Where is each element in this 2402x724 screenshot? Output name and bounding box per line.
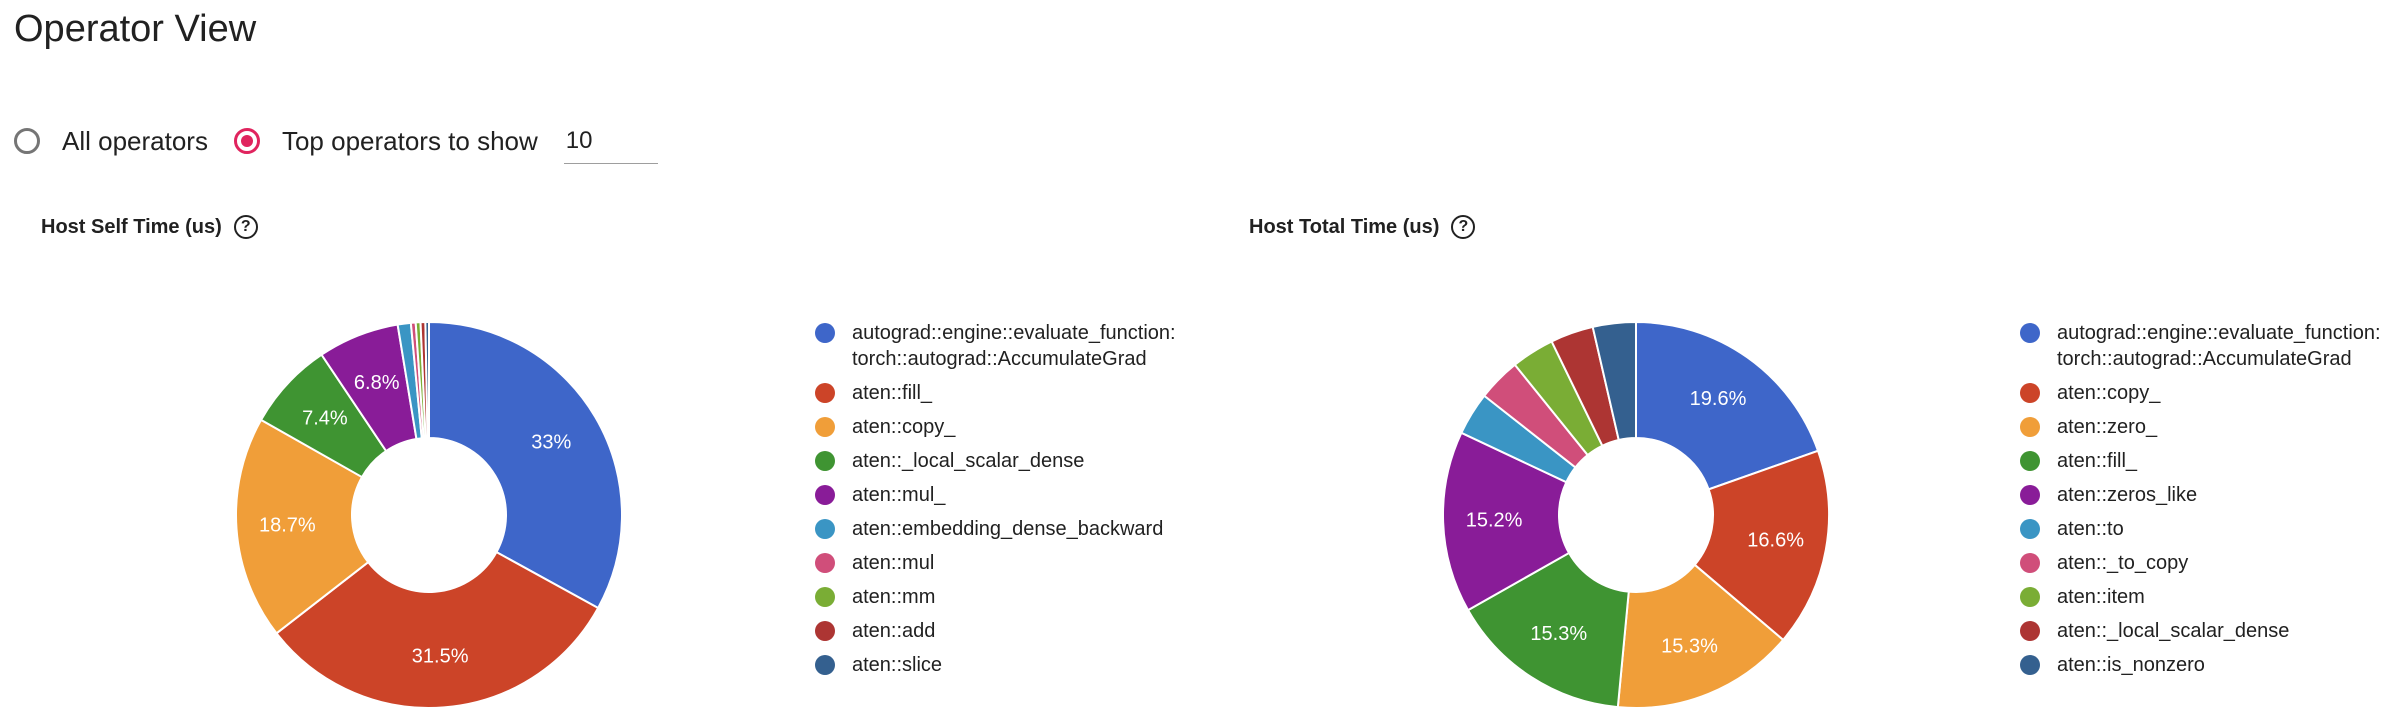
legend-color-dot (815, 451, 835, 471)
legend-label: aten::fill_ (2057, 450, 2138, 472)
legend-item[interactable]: aten::to (2020, 516, 2381, 542)
legend-color-dot (815, 323, 835, 343)
slice-percent-label: 16.6% (1747, 530, 1804, 552)
legend-color-dot (815, 485, 835, 505)
legend-item[interactable]: aten::embedding_dense_backward (815, 516, 1176, 542)
pie-slice-aten-zero[interactable] (1616, 563, 1785, 709)
legend-label: aten::item (2057, 586, 2145, 608)
legend-color-dot (815, 621, 835, 641)
legend-color-dot (2020, 587, 2040, 607)
pie-slice-aten-zeros-like[interactable] (1442, 431, 1571, 612)
legend-item[interactable]: aten::item (2020, 584, 2381, 610)
self-time-legend: autograd::engine::evaluate_function: tor… (815, 320, 1176, 686)
legend-item[interactable]: aten::_local_scalar_dense (815, 448, 1176, 474)
legend-color-dot (2020, 621, 2040, 641)
total-time-chart-header: Host Total Time (us) ? (1249, 215, 1476, 239)
legend-item[interactable]: aten::copy_ (2020, 380, 2381, 406)
pie-slice-autograd-engine-evaluate-function[interactable] (1635, 320, 1820, 491)
legend-item[interactable]: aten::zero_ (2020, 414, 2381, 440)
legend-item[interactable]: aten::is_nonzero (2020, 652, 2381, 678)
question-circle-icon[interactable]: ? (1451, 215, 1476, 239)
self-time-chart-title: Host Self Time (us) (41, 215, 222, 238)
operator-filter-options: All operators Top operators to show (14, 118, 658, 164)
slice-percent-label: 18.7% (259, 514, 316, 536)
legend-label: aten::_local_scalar_dense (2057, 620, 2290, 642)
legend-item[interactable]: aten::copy_ (815, 414, 1176, 440)
legend-label: autograd::engine::evaluate_function: tor… (2057, 322, 2381, 370)
legend-item[interactable]: aten::zeros_like (2020, 482, 2381, 508)
radio-dot (240, 135, 253, 147)
legend-label: aten::zero_ (2057, 416, 2158, 438)
legend-item[interactable]: aten::_to_copy (2020, 550, 2381, 576)
slice-percent-label: 33% (531, 432, 571, 454)
total-time-legend: autograd::engine::evaluate_function: tor… (2020, 320, 2381, 686)
legend-label: aten::is_nonzero (2057, 654, 2205, 676)
legend-label: aten::add (852, 620, 936, 642)
legend-item[interactable]: aten::slice (815, 652, 1176, 678)
radio-unchecked-icon[interactable] (14, 128, 40, 154)
legend-item[interactable]: autograd::engine::evaluate_function: tor… (815, 320, 1176, 372)
legend-color-dot (815, 417, 835, 437)
slice-percent-label: 15.3% (1530, 623, 1587, 645)
legend-label: aten::_to_copy (2057, 552, 2189, 574)
pie-slice-aten-is-nonzero[interactable] (1591, 320, 1637, 442)
total-time-donut-chart: 19.6% 16.6% 15.3% 15.3% 15.2% (1442, 320, 1830, 709)
legend-color-dot (2020, 655, 2040, 675)
legend-item[interactable]: autograd::engine::evaluate_function: tor… (2020, 320, 2381, 372)
self-time-donut-chart: 33% 31.5% 18.7% 7.4% 6.8% (235, 320, 623, 709)
legend-label: aten::slice (852, 654, 943, 676)
pie-slice-aten-fill[interactable] (1466, 551, 1630, 709)
pie-slice-aten-fill[interactable] (275, 550, 600, 709)
legend-label: aten::mul_ (852, 484, 946, 506)
legend-item[interactable]: aten::fill_ (815, 380, 1176, 406)
legend-color-dot (815, 383, 835, 403)
legend-item[interactable]: aten::mul_ (815, 482, 1176, 508)
slice-percent-label: 15.3% (1661, 636, 1718, 658)
legend-color-dot (2020, 323, 2040, 343)
slice-percent-label: 15.2% (1466, 509, 1523, 531)
legend-item[interactable]: aten::add (815, 618, 1176, 644)
legend-color-dot (2020, 553, 2040, 573)
legend-color-dot (815, 553, 835, 573)
legend-color-dot (815, 519, 835, 539)
page-title: Operator View (14, 8, 257, 50)
legend-label: aten::_local_scalar_dense (852, 450, 1085, 472)
pie-slice-autograd-engine-evaluate-function[interactable] (428, 320, 623, 610)
all-operators-radio[interactable]: All operators (14, 126, 208, 157)
legend-item[interactable]: aten::fill_ (2020, 448, 2381, 474)
total-time-chart-title: Host Total Time (us) (1249, 215, 1440, 238)
legend-label: aten::copy_ (2057, 382, 2161, 404)
legend-color-dot (2020, 519, 2040, 539)
legend-color-dot (2020, 417, 2040, 437)
legend-label: aten::embedding_dense_backward (852, 518, 1164, 540)
legend-label: aten::fill_ (852, 382, 933, 404)
slice-percent-label: 7.4% (302, 407, 348, 429)
self-time-chart-header: Host Self Time (us) ? (41, 215, 258, 239)
legend-item[interactable]: aten::mm (815, 584, 1176, 610)
legend-color-dot (2020, 451, 2040, 471)
legend-color-dot (2020, 485, 2040, 505)
question-circle-icon[interactable]: ? (233, 215, 258, 239)
legend-item[interactable]: aten::mul (815, 550, 1176, 576)
legend-color-dot (2020, 383, 2040, 403)
top-operators-radio[interactable]: Top operators to show (233, 125, 538, 157)
legend-label: aten::mm (852, 586, 936, 608)
legend-label: aten::to (2057, 518, 2124, 540)
slice-percent-label: 19.6% (1690, 388, 1747, 410)
legend-item[interactable]: aten::_local_scalar_dense (2020, 618, 2381, 644)
pie-slice-aten-slice[interactable] (424, 320, 430, 440)
legend-color-dot (815, 655, 835, 675)
all-operators-label: All operators (62, 125, 208, 156)
slice-percent-label: 6.8% (354, 372, 400, 394)
legend-label: aten::zeros_like (2057, 484, 2198, 506)
slice-percent-label: 31.5% (412, 646, 469, 668)
legend-label: autograd::engine::evaluate_function: tor… (852, 322, 1176, 370)
top-operators-label: Top operators to show (281, 125, 538, 156)
radio-checked-icon[interactable] (233, 128, 260, 154)
top-operators-count-input[interactable] (563, 118, 658, 164)
legend-label: aten::copy_ (852, 416, 956, 438)
pie-slice-aten-copy[interactable] (235, 418, 370, 635)
legend-label: aten::mul (852, 552, 935, 574)
legend-color-dot (815, 587, 835, 607)
